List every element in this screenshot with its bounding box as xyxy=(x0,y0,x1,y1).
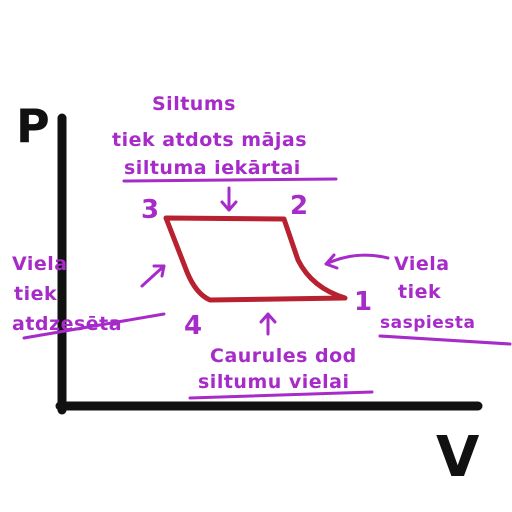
point-1-label: 1 xyxy=(354,287,372,317)
right-note-line-3: saspiesta xyxy=(380,313,475,333)
right-note-line-1: Viela xyxy=(394,253,450,275)
top-note-line-3: siltuma iekārtai xyxy=(124,157,301,179)
left-note-line-3: atdzesēta xyxy=(12,313,122,335)
point-4-label: 4 xyxy=(184,311,202,341)
left-arrow xyxy=(140,264,166,288)
bottom-note-line-1: Caurules dod xyxy=(210,345,357,367)
cycle-path xyxy=(163,215,348,303)
point-2-label: 2 xyxy=(290,191,308,221)
bottom-note-line-2: siltumu vielai xyxy=(198,371,350,393)
top-note-line-2: tiek atdots mājas xyxy=(112,129,307,151)
top-note-line-1: Siltums xyxy=(152,93,236,115)
y-axis-label: P xyxy=(16,99,50,153)
right-arrow xyxy=(324,253,390,270)
x-axis-label: V xyxy=(436,425,480,490)
left-underline xyxy=(22,312,166,340)
right-note-line-2: tiek xyxy=(398,281,441,303)
right-underline xyxy=(378,334,512,346)
point-3-label: 3 xyxy=(141,195,159,225)
left-note-line-1: Viela xyxy=(12,253,68,275)
bottom-arrow xyxy=(259,312,277,336)
bottom-underline xyxy=(188,390,374,400)
top-arrow xyxy=(220,186,238,212)
left-note-line-2: tiek xyxy=(14,283,57,305)
top-underline xyxy=(122,177,338,183)
